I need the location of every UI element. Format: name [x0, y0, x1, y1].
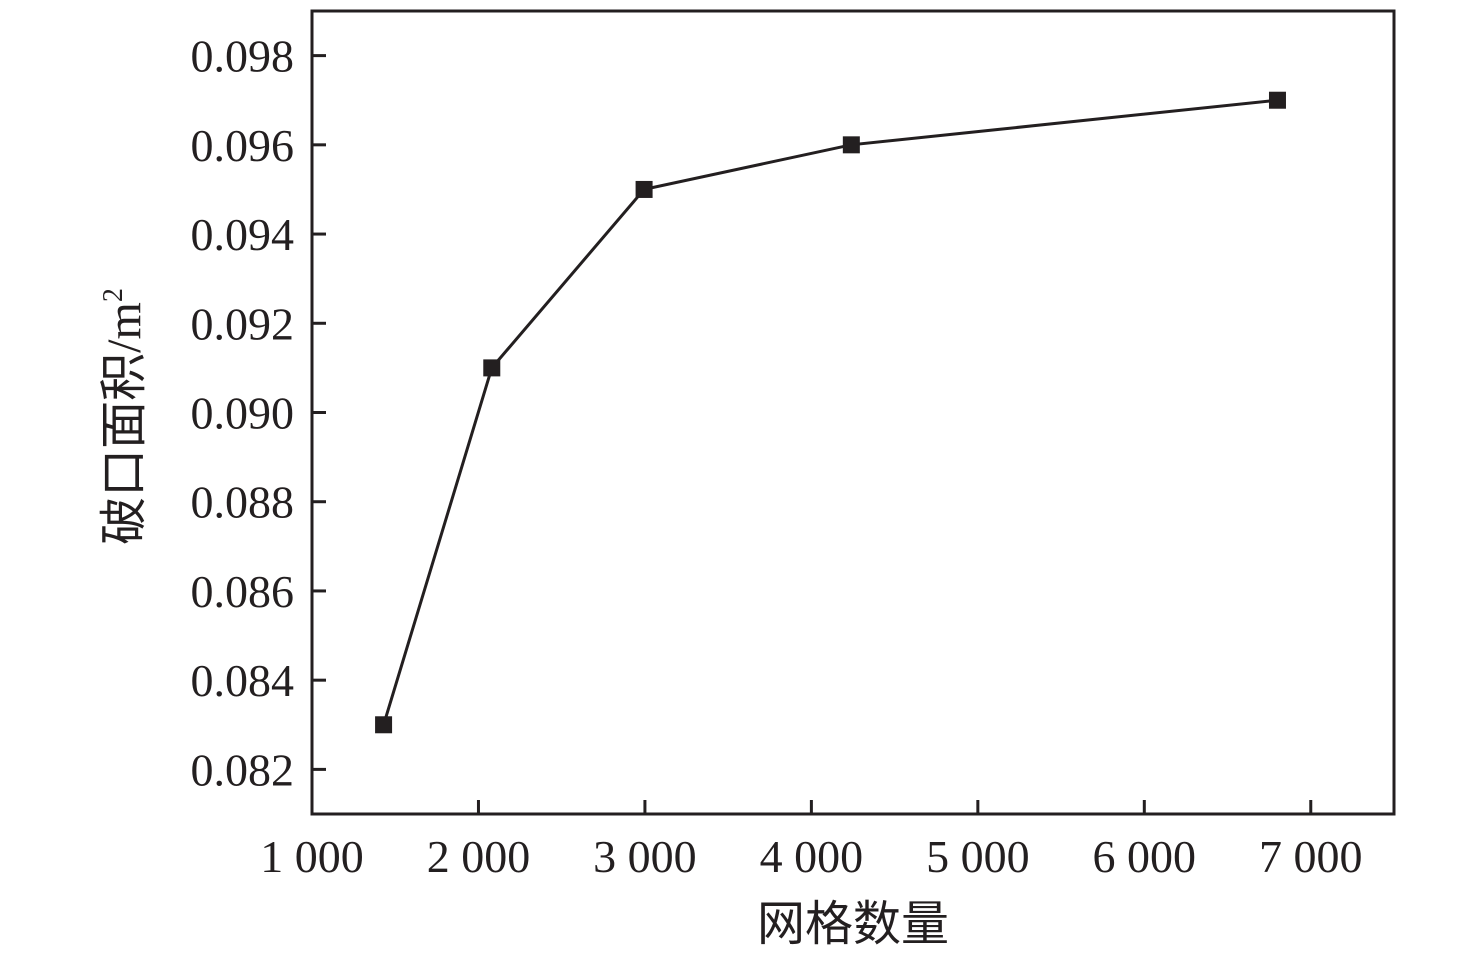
y-axis-title-text: 破口面积/m: [98, 302, 151, 545]
y-tick-label: 0.098: [191, 31, 295, 82]
data-point-marker: [1268, 91, 1286, 109]
y-axis-tick-labels: 0.082 0.084 0.086 0.088 0.090 0.092 0.094 0.096…: [191, 31, 295, 796]
y-tick-label: 0.086: [191, 566, 295, 617]
data-point-marker: [635, 180, 653, 198]
x-axis-tick-labels: 1 000 2 000 3 000 4 000 5 000 6 000 7 000: [260, 831, 1362, 882]
y-axis-ticks: [312, 54, 326, 771]
data-point-marker: [483, 359, 501, 377]
x-tick-label: 3 000: [593, 831, 697, 882]
data-point-markers: [375, 91, 1286, 734]
x-tick-label: 1 000: [260, 831, 364, 882]
data-point-marker: [375, 716, 393, 734]
x-tick-label: 6 000: [1093, 831, 1197, 882]
x-tick-label: 7 000: [1259, 831, 1363, 882]
data-point-marker: [842, 136, 860, 154]
x-axis-title: 网格数量: [757, 898, 949, 951]
x-axis-ticks: [310, 800, 1313, 814]
y-tick-label: 0.084: [191, 655, 295, 706]
y-tick-label: 0.090: [191, 388, 295, 439]
y-tick-label: 0.082: [191, 744, 295, 795]
y-tick-label: 0.096: [191, 120, 295, 171]
y-axis-title-superscript: 2: [98, 288, 129, 302]
y-tick-label: 0.094: [191, 209, 295, 260]
y-axis-title: 破口面积/m2: [98, 288, 151, 545]
x-tick-label: 4 000: [760, 831, 864, 882]
y-tick-label: 0.088: [191, 477, 295, 528]
y-tick-label: 0.092: [191, 298, 295, 349]
series-line: [382, 98, 1278, 726]
x-tick-label: 5 000: [926, 831, 1030, 882]
x-tick-label: 2 000: [427, 831, 531, 882]
plot-area-frame: [310, 9, 1396, 816]
